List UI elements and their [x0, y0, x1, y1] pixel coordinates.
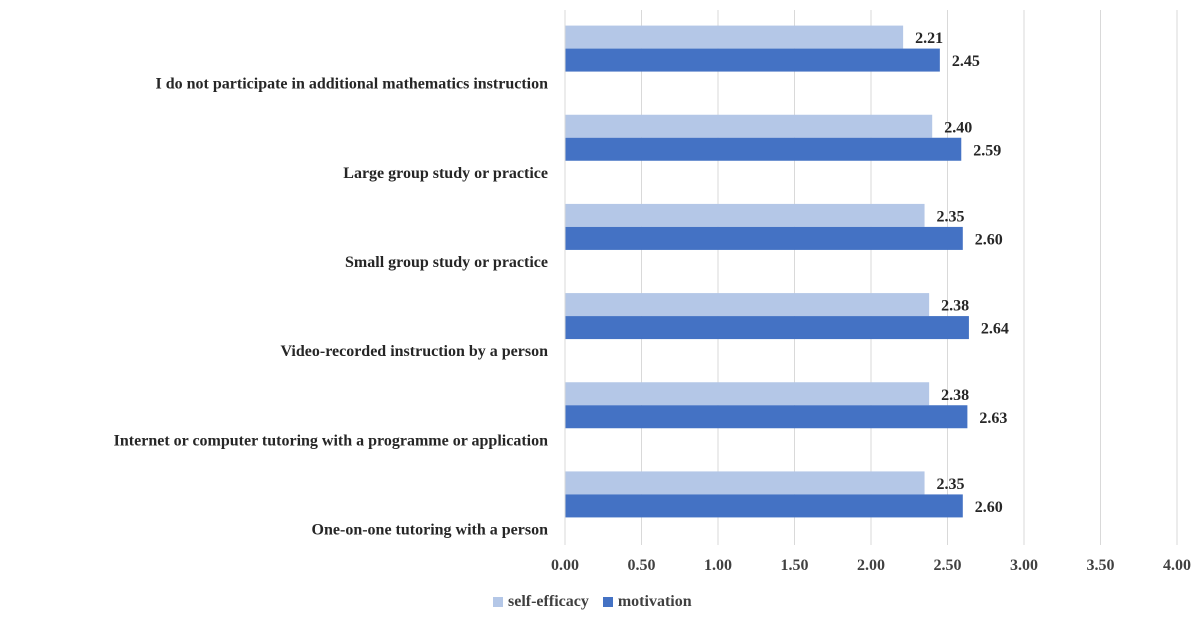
legend-swatch-self-efficacy	[493, 597, 503, 607]
data-label-self-efficacy: 2.35	[937, 476, 965, 493]
data-label-self-efficacy: 2.21	[915, 30, 943, 47]
legend-item-motivation: motivation	[602, 593, 692, 611]
bar-self-efficacy	[565, 25, 904, 49]
data-label-self-efficacy: 2.35	[937, 208, 965, 225]
legend-swatch-motivation	[602, 597, 613, 607]
bar-motivation	[565, 137, 962, 161]
x-tick-label: 2.00	[857, 557, 885, 574]
x-tick-label: 4.00	[1163, 557, 1191, 574]
legend-label-self-efficacy: self-efficacy	[508, 593, 589, 610]
data-label-self-efficacy: 2.38	[941, 387, 969, 404]
category-label: Video-recorded instruction by a person	[280, 343, 548, 360]
bar-motivation	[565, 48, 940, 72]
bar-motivation	[565, 494, 963, 518]
category-label: Small group study or practice	[345, 254, 548, 271]
x-tick-label: 3.00	[1010, 557, 1038, 574]
legend-item-self-efficacy: self-efficacy	[493, 593, 589, 611]
bar-self-efficacy	[565, 293, 930, 317]
x-tick-label: 3.50	[1087, 557, 1115, 574]
data-label-motivation: 2.59	[973, 142, 1001, 159]
category-label: I do not participate in additional mathe…	[156, 76, 549, 93]
bar-motivation	[565, 405, 968, 429]
bar-motivation	[565, 316, 969, 340]
x-tick-label: 1.50	[781, 557, 809, 574]
x-tick-label: 2.50	[934, 557, 962, 574]
data-label-motivation: 2.45	[952, 53, 980, 70]
x-tick-label: 1.00	[704, 557, 732, 574]
data-label-motivation: 2.60	[975, 231, 1003, 248]
x-tick-label: 0.50	[628, 557, 656, 574]
category-label: One-on-one tutoring with a person	[312, 521, 549, 538]
category-label: Large group study or practice	[343, 165, 548, 182]
data-label-self-efficacy: 2.40	[944, 119, 972, 136]
x-tick-label: 0.00	[551, 557, 579, 574]
data-label-motivation: 2.60	[975, 499, 1003, 516]
legend-label-motivation: motivation	[617, 593, 692, 610]
bar-self-efficacy	[565, 382, 930, 406]
data-label-motivation: 2.63	[979, 410, 1007, 427]
bar-self-efficacy	[565, 114, 933, 138]
legend: self-efficacy motivation	[493, 593, 706, 611]
category-label: Internet or computer tutoring with a pro…	[114, 432, 548, 449]
bar-motivation	[565, 226, 963, 250]
bar-self-efficacy	[565, 203, 925, 227]
bar-self-efficacy	[565, 471, 925, 495]
data-label-motivation: 2.64	[981, 321, 1009, 338]
data-label-self-efficacy: 2.38	[941, 298, 969, 315]
